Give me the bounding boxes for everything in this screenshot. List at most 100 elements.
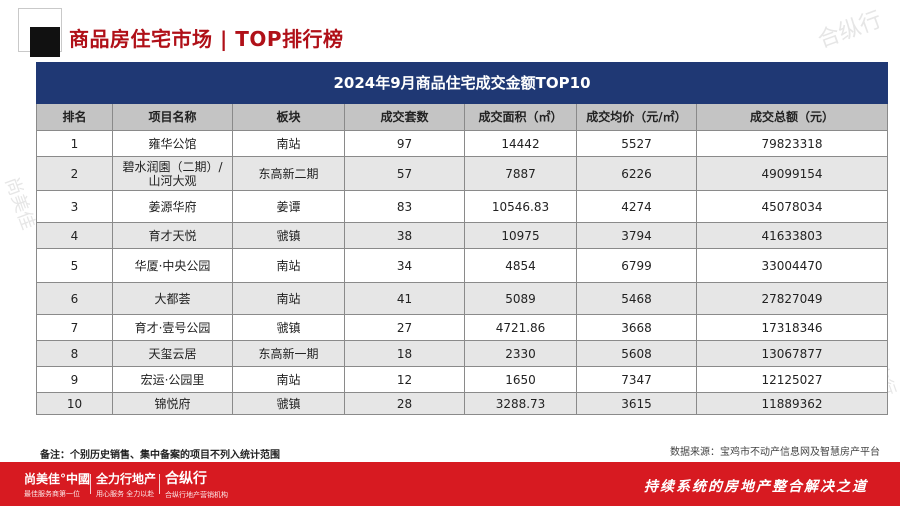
data-source: 数据来源：宝鸡市不动产信息网及智慧房产平台 [670, 447, 880, 458]
table-cell: 17318346 [695, 314, 889, 341]
table-cell: 4274 [576, 190, 697, 223]
table-cell: 10975 [464, 222, 577, 249]
table-cell: 10 [36, 392, 113, 415]
table-cell: 6226 [576, 156, 697, 191]
table-cell: 49099154 [695, 156, 889, 191]
table-row: 9 宏运·公园里 南站 12 1650 7347 12125027 [36, 366, 889, 393]
footnote: 备注：个别历史销售、集中备案的项目不列入统计范围 [40, 450, 280, 461]
table-cell: 5608 [576, 340, 697, 367]
table-cell: 5468 [576, 282, 697, 315]
table-cell: 7347 [576, 366, 697, 393]
column-header: 排名 [36, 103, 113, 131]
table-header-row: 排名 项目名称 板块 成交套数 成交面积（㎡） 成交均价（元/㎡） 成交总额（元） [36, 103, 889, 131]
table-cell: 姜谭 [232, 190, 345, 223]
table-cell: 雍华公馆 [112, 130, 233, 157]
table-cell: 东高新二期 [232, 156, 345, 191]
table-cell: 2 [36, 156, 113, 191]
column-header: 成交均价（元/㎡） [576, 103, 697, 131]
table-row: 2 碧水润園（二期）/ 山河大观 东高新二期 57 7887 6226 49099154 [36, 156, 889, 191]
table-cell: 锦悦府 [112, 392, 233, 415]
table-cell: 6799 [576, 248, 697, 283]
table-cell: 8 [36, 340, 113, 367]
table-cell: 1650 [464, 366, 577, 393]
table-cell: 83 [344, 190, 465, 223]
table-row: 10 锦悦府 虢镇 28 3288.73 3615 11889362 [36, 392, 889, 415]
table-cell: 12 [344, 366, 465, 393]
brand-tagline: 最佳服务商第一位 [24, 490, 80, 498]
table-cell: 5089 [464, 282, 577, 315]
table-row: 7 育才·壹号公园 虢镇 27 4721.86 3668 17318346 [36, 314, 889, 341]
table-row: 5 华厦·中央公园 南站 34 4854 6799 33004470 [36, 248, 889, 283]
table-cell: 天玺云居 [112, 340, 233, 367]
table-cell: 4 [36, 222, 113, 249]
column-header: 成交总额（元） [695, 103, 889, 131]
table-cell: 4854 [464, 248, 577, 283]
table-cell: 79823318 [695, 130, 889, 157]
table-cell: 华厦·中央公园 [112, 248, 233, 283]
table-cell: 45078034 [695, 190, 889, 223]
table-cell: 3 [36, 190, 113, 223]
table-cell: 33004470 [695, 248, 889, 283]
table-cell: 11889362 [695, 392, 889, 415]
footer-slogan: 持续系统的房地产整合解决之道 [644, 479, 868, 495]
table-row: 8 天玺云居 东高新一期 18 2330 5608 13067877 [36, 340, 889, 367]
page-title: 商品房住宅市场 | TOP排行榜 [69, 27, 344, 51]
brand-tagline: 合纵行地产营销机构 [165, 491, 228, 499]
table-cell: 12125027 [695, 366, 889, 393]
table-cell: 大都荟 [112, 282, 233, 315]
table-cell: 3288.73 [464, 392, 577, 415]
table-cell: 碧水润園（二期）/ 山河大观 [112, 156, 233, 191]
brand-divider [90, 474, 91, 494]
table-cell: 3794 [576, 222, 697, 249]
table-cell: 虢镇 [232, 392, 345, 415]
table-cell: 13067877 [695, 340, 889, 367]
brand-name: 合纵行 [165, 471, 207, 487]
brand-divider [159, 474, 160, 494]
brand-tagline: 用心服务 全力以赴 [96, 490, 155, 498]
table-cell: 东高新一期 [232, 340, 345, 367]
table-cell: 18 [344, 340, 465, 367]
table-row: 3 姜源华府 姜谭 83 10546.83 4274 45078034 [36, 190, 889, 223]
table-cell: 5527 [576, 130, 697, 157]
table-cell: 1 [36, 130, 113, 157]
brand-name: 全力行地产 [96, 472, 157, 486]
table-cell: 7887 [464, 156, 577, 191]
table-title: 2024年9月商品住宅成交金额TOP10 [35, 62, 889, 104]
table-cell: 28 [344, 392, 465, 415]
table-cell: 10546.83 [464, 190, 577, 223]
table-row: 6 大都荟 南站 41 5089 5468 27827049 [36, 282, 889, 315]
column-header: 成交套数 [344, 103, 465, 131]
column-header: 成交面积（㎡） [464, 103, 577, 131]
table-cell: 97 [344, 130, 465, 157]
column-header: 板块 [232, 103, 345, 131]
table-cell: 41633803 [695, 222, 889, 249]
table-row: 4 育才天悦 虢镇 38 10975 3794 41633803 [36, 222, 889, 249]
table-cell: 38 [344, 222, 465, 249]
watermark: 合纵行 [814, 7, 886, 54]
table-body: 1 雍华公馆 南站 97 14442 5527 79823318 2 碧水润園（二期）/ 山河大… [36, 130, 889, 415]
brand-hezongxing-logo: 合纵行 合纵行地产营销机构 [165, 462, 228, 506]
table-cell: 3615 [576, 392, 697, 415]
table-cell: 5 [36, 248, 113, 283]
table-cell: 57 [344, 156, 465, 191]
table-cell: 南站 [232, 130, 345, 157]
table-cell: 南站 [232, 282, 345, 315]
footer-bar: 尚美佳°中國 最佳服务商第一位 全力行地产 用心服务 全力以赴 合纵行 合纵行地… [0, 462, 900, 506]
table-cell: 姜源华府 [112, 190, 233, 223]
table-cell: 14442 [464, 130, 577, 157]
table-row: 1 雍华公馆 南站 97 14442 5527 79823318 [36, 130, 889, 157]
table-cell: 6 [36, 282, 113, 315]
table-cell: 育才·壹号公园 [112, 314, 233, 341]
ranking-table: 2024年9月商品住宅成交金额TOP10 排名 项目名称 板块 成交套数 成交面积（㎡）… [35, 62, 889, 415]
brand-name: 尚美佳°中國 [24, 472, 91, 486]
table-cell: 27827049 [695, 282, 889, 315]
title-deco-square [30, 27, 60, 57]
table-cell: 南站 [232, 366, 345, 393]
table-cell: 3668 [576, 314, 697, 341]
table-cell: 9 [36, 366, 113, 393]
table-cell: 育才天悦 [112, 222, 233, 249]
table-cell: 虢镇 [232, 222, 345, 249]
brand-shangmeijia-logo: 尚美佳°中國 最佳服务商第一位 [24, 462, 90, 506]
table-cell: 27 [344, 314, 465, 341]
table-cell: 7 [36, 314, 113, 341]
